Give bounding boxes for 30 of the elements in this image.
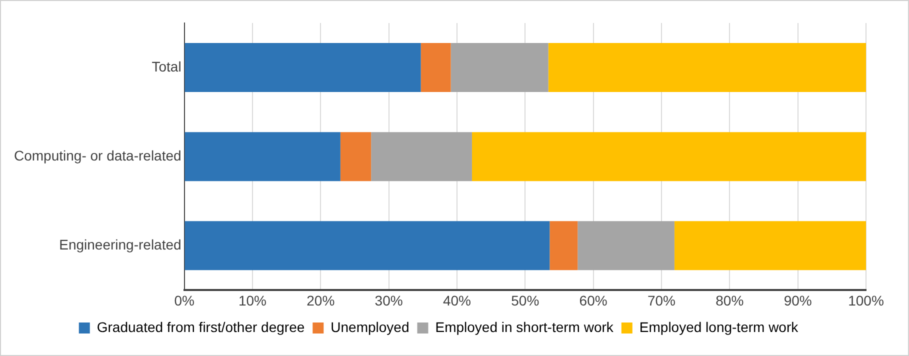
- bar: [472, 132, 866, 182]
- bar: [450, 43, 548, 92]
- legend-label: Employed in short-term work: [435, 318, 614, 335]
- y-tick-label: Engineering-related: [59, 236, 182, 253]
- bar: [340, 132, 372, 182]
- x-tick-label: 90%: [784, 292, 812, 308]
- bar: [371, 132, 472, 182]
- legend-label: Graduated from first/other degree: [96, 318, 305, 335]
- bar: [184, 43, 421, 92]
- x-tick-label: 100%: [848, 292, 884, 308]
- x-tick-label: 0%: [174, 292, 194, 308]
- x-tick-label: 30%: [374, 292, 403, 308]
- bar: [550, 221, 578, 270]
- bar: [420, 43, 451, 92]
- bar: [548, 43, 866, 92]
- legend-label: Employed long-term work: [639, 318, 800, 335]
- x-tick-label: 40%: [442, 292, 471, 308]
- bar: [184, 221, 550, 270]
- legend-label: Unemployed: [330, 318, 410, 335]
- x-tick-label: 80%: [716, 292, 744, 308]
- x-tick-label: 20%: [306, 292, 335, 308]
- x-tick-label: 10%: [238, 292, 266, 308]
- y-tick-label: Computing- or data-related: [14, 147, 182, 164]
- bar: [674, 221, 866, 270]
- x-tick-label: 50%: [511, 292, 540, 308]
- x-tick-label: 70%: [647, 292, 676, 308]
- y-tick-label: Total: [152, 58, 182, 74]
- bar: [578, 221, 674, 270]
- x-tick-label: 60%: [579, 292, 608, 308]
- bar: [184, 132, 340, 182]
